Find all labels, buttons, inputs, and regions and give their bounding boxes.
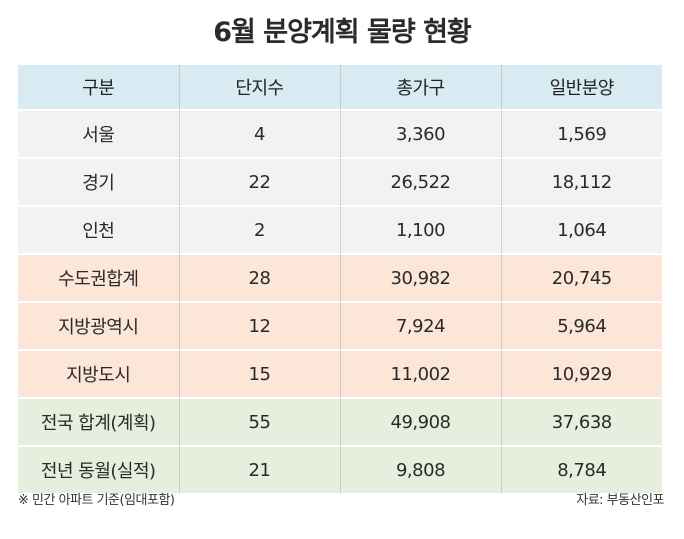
cell-general-sale: 37,638 <box>500 397 662 446</box>
header-general-sale: 일반분양 <box>500 65 662 111</box>
cell-general-sale: 1,064 <box>500 205 662 254</box>
cell-total-units: 1,100 <box>339 205 501 254</box>
row-label: 서울 <box>18 109 179 158</box>
table-row: 지방도시 15 11,002 10,929 <box>18 349 662 398</box>
header-complexes: 단지수 <box>178 65 340 111</box>
cell-total-units: 30,982 <box>339 253 501 302</box>
cell-general-sale: 1,569 <box>500 109 662 158</box>
cell-general-sale: 8,784 <box>500 445 662 493</box>
cell-total-units: 3,360 <box>339 109 501 158</box>
page-title: 6월 분양계획 물량 현황 <box>213 17 472 48</box>
row-label: 수도권합계 <box>18 253 179 302</box>
source-note: 자료: 부동산인포 <box>576 493 664 508</box>
table-row: 경기 22 26,522 18,112 <box>18 157 662 206</box>
cell-general-sale: 10,929 <box>500 349 662 398</box>
cell-general-sale: 5,964 <box>500 301 662 350</box>
cell-complexes: 55 <box>178 397 340 446</box>
row-label: 경기 <box>18 157 179 206</box>
table-row: 서울 4 3,360 1,569 <box>18 109 662 158</box>
table-row: 수도권합계 28 30,982 20,745 <box>18 253 662 302</box>
row-label: 전국 합계(계획) <box>18 397 179 446</box>
cell-total-units: 49,908 <box>339 397 501 446</box>
header-category: 구분 <box>18 65 179 111</box>
row-label: 인천 <box>18 205 179 254</box>
cell-general-sale: 20,745 <box>500 253 662 302</box>
cell-complexes: 4 <box>178 109 340 158</box>
table-row: 전국 합계(계획) 55 49,908 37,638 <box>18 397 662 446</box>
row-label: 지방도시 <box>18 349 179 398</box>
cell-complexes: 28 <box>178 253 340 302</box>
table-header-row: 구분 단지수 총가구 일반분양 <box>18 65 662 111</box>
row-label: 전년 동월(실적) <box>18 445 179 493</box>
table-row: 지방광역시 12 7,924 5,964 <box>18 301 662 350</box>
table-row: 전년 동월(실적) 21 9,808 8,784 <box>18 445 662 493</box>
cell-complexes: 21 <box>178 445 340 493</box>
supply-table: 구분 단지수 총가구 일반분양 서울 4 3,360 1,569 경기 22 2… <box>18 65 662 493</box>
cell-complexes: 2 <box>178 205 340 254</box>
cell-complexes: 12 <box>178 301 340 350</box>
header-total-units: 총가구 <box>339 65 501 111</box>
table-row: 인천 2 1,100 1,064 <box>18 205 662 254</box>
cell-total-units: 26,522 <box>339 157 501 206</box>
cell-total-units: 9,808 <box>339 445 501 493</box>
cell-complexes: 15 <box>178 349 340 398</box>
row-label: 지방광역시 <box>18 301 179 350</box>
footnote: ※ 민간 아파트 기준(임대포함) <box>18 493 175 508</box>
cell-total-units: 11,002 <box>339 349 501 398</box>
cell-total-units: 7,924 <box>339 301 501 350</box>
cell-general-sale: 18,112 <box>500 157 662 206</box>
cell-complexes: 22 <box>178 157 340 206</box>
